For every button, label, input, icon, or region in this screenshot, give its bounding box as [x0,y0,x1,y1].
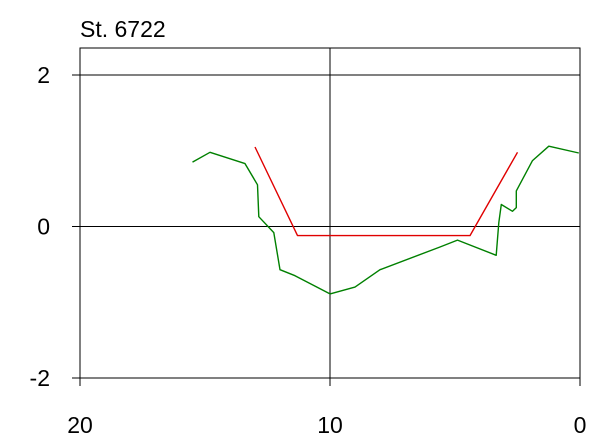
chart-title: St. 6722 [80,16,166,42]
x-tick-label: 0 [574,412,587,438]
x-tick-label: 20 [67,412,93,438]
y-tick-label: 0 [37,214,50,240]
series-line-2 [254,146,519,237]
x-tick-label: 10 [317,412,343,438]
axis-ticks: 20 10 020-2 [30,62,587,438]
series-lines [192,145,579,295]
plot-frame [79,47,581,379]
series-line-1 [192,145,579,295]
y-tick-label: 2 [37,62,50,88]
y-tick-label: -2 [30,365,50,391]
